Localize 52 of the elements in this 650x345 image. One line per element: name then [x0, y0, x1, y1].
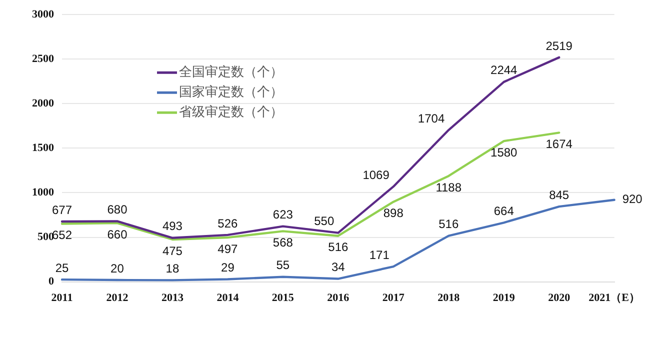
y-tick-label: 1000 — [32, 186, 54, 199]
data-label: 516 — [328, 240, 348, 254]
x-tick-label: 2012 — [106, 292, 129, 304]
y-tick-label: 500 — [38, 231, 54, 244]
legend-label: 全国审定数（个） — [179, 64, 283, 80]
data-label: 898 — [383, 206, 404, 220]
data-label: 920 — [622, 192, 643, 206]
y-tick-label: 2500 — [32, 52, 54, 65]
y-tick-label: 2000 — [32, 98, 54, 110]
x-tick-label: 2016 — [327, 292, 350, 304]
data-label: 34 — [331, 260, 346, 274]
data-label: 516 — [438, 217, 459, 232]
x-tick-label: 2017 — [382, 292, 405, 304]
data-label: 475 — [162, 244, 183, 258]
x-tick-label: 2015 — [272, 292, 294, 304]
data-label: 25 — [55, 260, 69, 275]
data-label: 677 — [52, 202, 72, 217]
data-label: 55 — [276, 258, 290, 272]
data-label: 1069 — [362, 168, 390, 182]
data-label: 845 — [549, 188, 570, 202]
data-label: 18 — [166, 262, 180, 276]
x-tick-label: 2020 — [548, 292, 571, 304]
data-label: 568 — [272, 236, 294, 250]
data-label: 1580 — [490, 145, 518, 160]
y-tick-label: 0 — [48, 276, 54, 288]
legend-label: 省级审定数（个） — [179, 104, 283, 120]
legend-label: 国家审定数（个） — [179, 84, 283, 100]
data-label: 1674 — [546, 137, 573, 152]
y-tick-label: 3000 — [32, 8, 54, 20]
data-label: 660 — [107, 227, 128, 242]
data-label: 20 — [110, 261, 124, 276]
data-label: 526 — [218, 216, 238, 230]
data-label: 680 — [107, 202, 128, 217]
data-label: 493 — [162, 219, 183, 234]
data-label: 652 — [52, 228, 72, 242]
x-tick-label: 2011 — [51, 292, 73, 304]
data-label: 171 — [369, 248, 390, 262]
x-tick-label: 2013 — [161, 292, 184, 304]
x-tick-label: 2021（E） — [588, 292, 640, 304]
data-label: 664 — [494, 204, 514, 218]
data-label: 1188 — [436, 180, 462, 194]
data-label: 2519 — [546, 38, 573, 53]
x-tick-label: 2014 — [216, 292, 240, 304]
data-label: 2244 — [490, 63, 518, 78]
data-label: 623 — [272, 208, 294, 222]
data-label: 550 — [314, 214, 334, 228]
data-label: 497 — [218, 242, 238, 256]
x-tick-label: 2019 — [492, 292, 516, 304]
x-tick-label: 2018 — [438, 292, 460, 304]
data-label: 29 — [221, 260, 235, 275]
data-label: 1704 — [418, 111, 445, 126]
y-tick-label: 1500 — [32, 142, 54, 154]
